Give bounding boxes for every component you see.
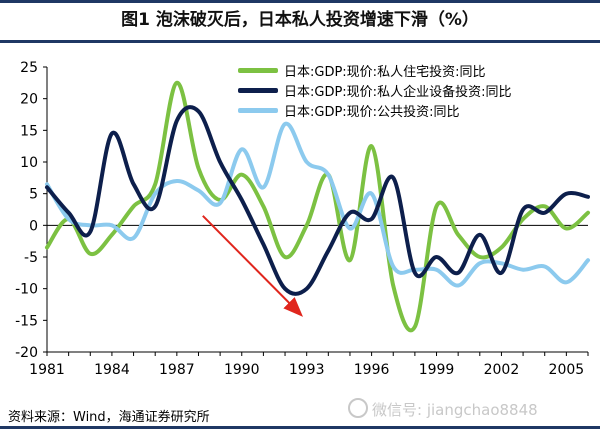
x-tick-label: 1981 bbox=[29, 362, 65, 378]
bottom-rule bbox=[0, 426, 600, 429]
wechat-watermark: 微信号: jiangchao8848 bbox=[348, 398, 538, 420]
x-tick-label: 2005 bbox=[549, 362, 585, 378]
y-tick-label: 5 bbox=[29, 187, 38, 203]
y-tick-label: 15 bbox=[20, 123, 38, 139]
legend-swatch-public bbox=[238, 107, 278, 113]
y-tick-label: 20 bbox=[20, 92, 38, 108]
legend-item-public: 日本:GDP:现价:公共投资:同比 bbox=[238, 100, 511, 120]
legend-swatch-residential bbox=[238, 67, 278, 73]
watermark-label: 微信号: jiangchao8848 bbox=[372, 401, 538, 419]
y-tick-label: -10 bbox=[15, 282, 38, 298]
y-tick-label: 10 bbox=[20, 155, 38, 171]
y-tick-label: -15 bbox=[15, 313, 38, 329]
chart-legend: 日本:GDP:现价:私人住宅投资:同比 日本:GDP:现价:私人企业设备投资:同… bbox=[238, 60, 511, 120]
x-tick-label: 2002 bbox=[484, 362, 520, 378]
chart-title: 图1 泡沫破灭后，日本私人投资增速下滑（%） bbox=[0, 3, 600, 37]
x-tick-label: 1999 bbox=[419, 362, 455, 378]
x-tick-label: 1996 bbox=[354, 362, 390, 378]
legend-label-public: 日本:GDP:现价:公共投资:同比 bbox=[284, 104, 460, 120]
wechat-icon bbox=[348, 398, 368, 418]
y-tick-label: -5 bbox=[24, 250, 38, 266]
series-line-business bbox=[45, 105, 590, 296]
y-tick-label: 25 bbox=[20, 60, 38, 76]
legend-label-residential: 日本:GDP:现价:私人住宅投资:同比 bbox=[284, 64, 486, 80]
x-tick-label: 1990 bbox=[224, 362, 260, 378]
legend-label-business: 日本:GDP:现价:私人企业设备投资:同比 bbox=[284, 84, 512, 100]
series-line-public bbox=[45, 121, 590, 288]
y-tick-label: -20 bbox=[15, 345, 38, 361]
legend-swatch-business bbox=[238, 87, 278, 93]
top-rule bbox=[0, 0, 600, 3]
x-tick-label: 1993 bbox=[289, 362, 325, 378]
title-rule bbox=[0, 40, 600, 43]
source-note: 资料来源：Wind，海通证券研究所 bbox=[8, 410, 210, 425]
x-tick-label: 1984 bbox=[94, 362, 130, 378]
decline-arrow bbox=[202, 215, 304, 317]
y-tick-label: 0 bbox=[29, 218, 38, 234]
legend-item-business: 日本:GDP:现价:私人企业设备投资:同比 bbox=[238, 80, 511, 100]
chart-canvas: -20 -15 -10 -5 0 5 10 15 20 25 1981 1984 1987 1990 199… bbox=[15, 60, 590, 378]
legend-item-residential: 日本:GDP:现价:私人住宅投资:同比 bbox=[238, 60, 511, 80]
x-tick-label: 1987 bbox=[159, 362, 195, 378]
